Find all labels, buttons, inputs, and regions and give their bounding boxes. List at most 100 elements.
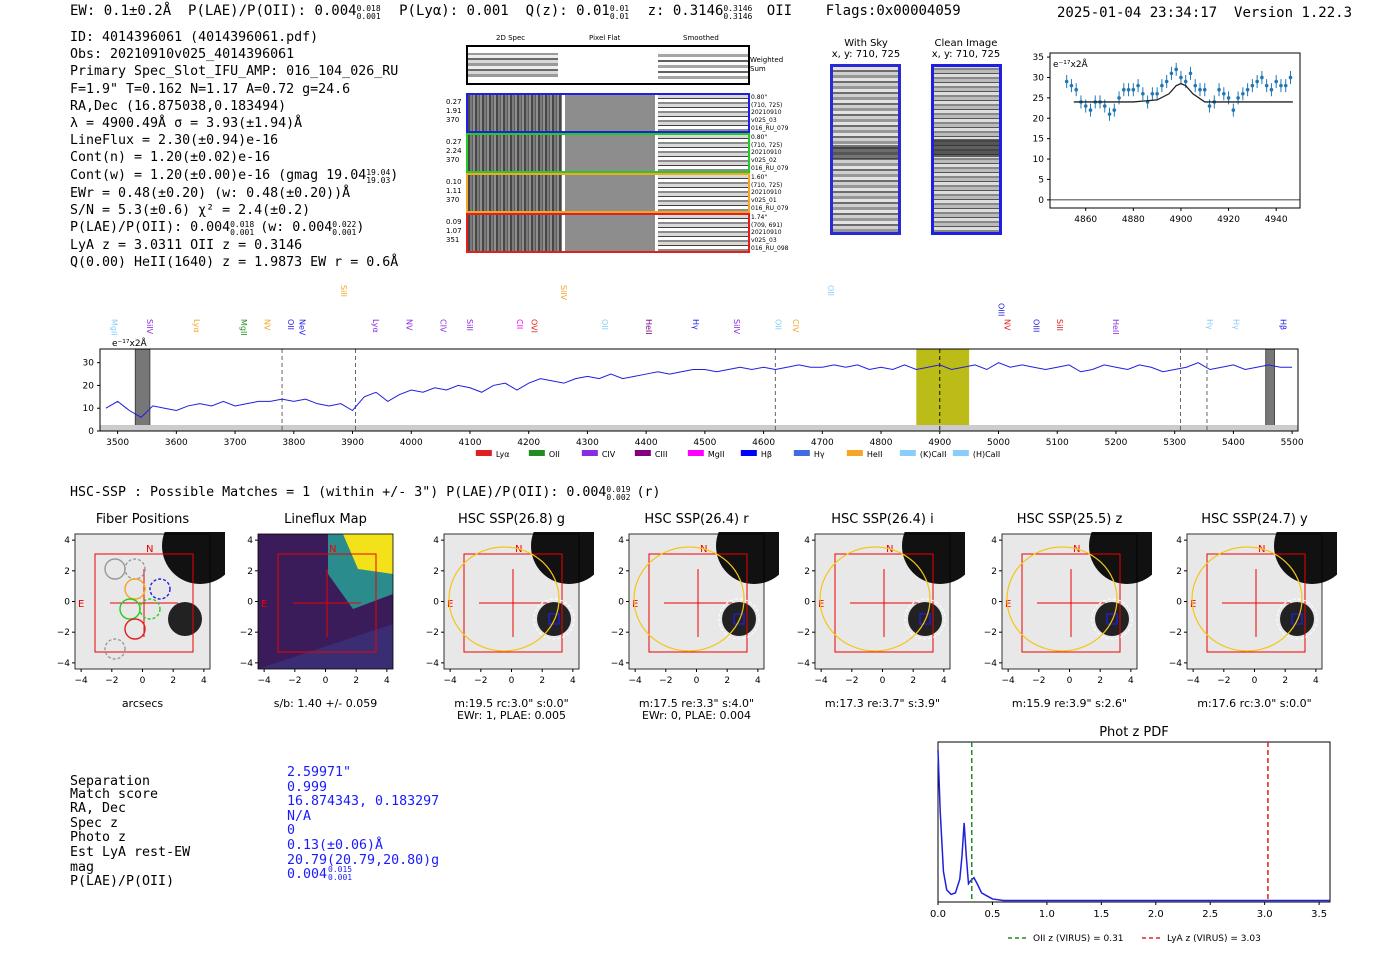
y-tick-label: 4 (618, 536, 624, 546)
spec2d-row-meta-line: 016_RU_079 (751, 204, 789, 212)
hsc-summary-lo: 0.002 (606, 493, 631, 502)
hsc-summary-text: HSC-SSP : Possible Matches = 1 (within +… (70, 485, 607, 500)
spec2d-row-stats: 0.09 1.07 351 (446, 218, 466, 245)
catalog-aperture (1276, 598, 1318, 640)
spec2d-row-raw (468, 215, 562, 251)
match-value: 2.59971" (287, 765, 352, 780)
info-gmag-hi: 19.04 (366, 167, 391, 177)
panel-title: HSC SSP(26.8) g (457, 512, 566, 527)
with-sky-line (833, 145, 898, 159)
data-point (1122, 87, 1126, 92)
header-plae-hi: 0.018 (356, 4, 381, 13)
data-point (1188, 71, 1193, 76)
panel-caption: s/b: 1.40 +/- 0.059 (238, 698, 413, 710)
data-point (1102, 104, 1107, 108)
source-ellipse (819, 546, 931, 652)
x-tick-label: 4700 (811, 438, 834, 448)
search-box (648, 553, 748, 653)
spec2d-row-stat: 0.27 (446, 138, 462, 146)
spec2d-row-meta: 1.60" (710, 725) 20210910 v025_01 016_RU_079 (751, 174, 796, 213)
spec2d-row-meta-line: v025_01 (751, 197, 777, 205)
header-z-lo: 0.3146 (723, 12, 753, 21)
info-radec: RA,Dec (16.875038,0.183494) (70, 98, 287, 114)
x-tick-label: 4940 (1265, 215, 1288, 225)
info-plae-w-end: ) (356, 220, 365, 236)
legend-swatch (846, 450, 863, 456)
legend-label: OII (549, 450, 560, 459)
clean-image-sub: x, y: 710, 725 (931, 49, 1001, 60)
panel-caption-line: m:17.6 rc:3.0" s:0.0" (1197, 697, 1312, 710)
compass-n: N (1258, 544, 1265, 555)
compass-n: N (1073, 544, 1080, 555)
spec2d-row-stat: 370 (446, 196, 460, 204)
info-plae-w-hi: 0.022 (332, 220, 357, 230)
y-tick-label: 35 (1033, 53, 1044, 63)
compass-n: N (886, 544, 893, 555)
bright-source (716, 532, 779, 584)
pdf-line (937, 749, 1330, 902)
cutout-panel: N E 4 4 2 2 0 0 −2 −2 −4−4 (797, 532, 965, 686)
data-point (1241, 91, 1245, 96)
x-tick-label: 2.0 (1148, 909, 1164, 920)
match-value: 0.999 (287, 779, 328, 795)
x-tick-label: 1.0 (1039, 909, 1055, 920)
data-point (1136, 83, 1140, 88)
x-tick-label: 3.5 (1311, 909, 1327, 920)
panel-title: HSC SSP(24.7) y (1201, 512, 1308, 527)
legend-label: MgII (708, 450, 725, 459)
spec2d-row-meta-line: 016_RU_079 (751, 164, 789, 172)
match-plae-hi: 0.015 (328, 865, 353, 875)
data-point (1126, 87, 1131, 92)
x-tick-label: −2 (105, 676, 118, 686)
match-marker (1291, 613, 1303, 625)
search-box (463, 553, 563, 653)
spec2d-row-meta-line: 20210910 (751, 109, 782, 117)
spec2d-row-raw (468, 95, 562, 131)
legend-label: Hβ (761, 450, 772, 459)
with-sky-sub: x, y: 710, 725 (831, 49, 901, 60)
bright-source (162, 532, 225, 584)
legend-oii-label: OII z (VIRUS) = 0.31 (1033, 934, 1124, 944)
legend-swatch (740, 450, 757, 456)
match-marker (733, 613, 745, 625)
y-tick-label: 2 (247, 567, 253, 577)
legend-swatch (634, 450, 651, 456)
panel-caption-line: EWr: 0, PLAE: 0.004 (641, 709, 752, 722)
x-tick-label: −4 (443, 676, 457, 686)
target-source (1280, 602, 1314, 636)
data-point (1231, 108, 1236, 112)
compass-n: N (515, 544, 522, 555)
match-marker (548, 613, 560, 625)
line-marker-label: MgII (110, 319, 119, 336)
y-tick-label: 0 (1176, 598, 1182, 608)
y-tick-label: 10 (83, 404, 95, 414)
x-tick-label: 4860 (1074, 215, 1097, 225)
data-point (1088, 108, 1093, 112)
panel-caption-line: m:17.3 re:3.7" s:3.9" (824, 697, 941, 710)
cutout-panel: N E 4 4 2 2 0 0 −2 −2 −4−4 (1169, 532, 1337, 686)
match-value: 0.004 (287, 867, 328, 883)
spec2d-row-meta-line: 0.80" (751, 94, 768, 101)
spec2d-row-meta-line: 20210910 (751, 189, 782, 197)
match-value: 0.13(±0.06)Å (287, 837, 384, 853)
x-tick-label: 4400 (635, 438, 658, 448)
line-marker-label: NeV (298, 319, 307, 336)
header-z-hi: 0.3146 (723, 4, 753, 13)
x-tick-label: 4 (1313, 676, 1319, 686)
x-tick-label: 4920 (1217, 215, 1240, 225)
info-ewr: EWr = 0.48(±0.20) (w: 0.48(±0.20))Å (70, 185, 351, 201)
x-tick-label: 0 (323, 676, 329, 686)
match-value: N/A (287, 808, 312, 824)
spec2d-row-flat (565, 135, 655, 171)
info-contn: Cont(n) = 1.20(±0.02)e-16 (70, 150, 271, 166)
photz-pdf-chart: Phot z PDF 0.0 0.5 1.0 1.5 2.0 2.5 3.0 3.5 OII z … (930, 725, 1331, 944)
spec2d-row-meta-line: 1.74" (751, 214, 768, 221)
fiber-circle (149, 578, 171, 600)
data-point (1236, 96, 1240, 100)
line-marker-label: Lyα (192, 319, 201, 333)
line-marker-label: CIV (439, 319, 448, 333)
spec2d-rows: 0.27 1.91 370 0.80" (710, 725) 20210910 v025_0… (446, 93, 796, 253)
y-tick-label: 2 (433, 567, 439, 577)
line-marker-label: SiIV (559, 285, 568, 301)
legend-label: Lyα (496, 450, 510, 459)
